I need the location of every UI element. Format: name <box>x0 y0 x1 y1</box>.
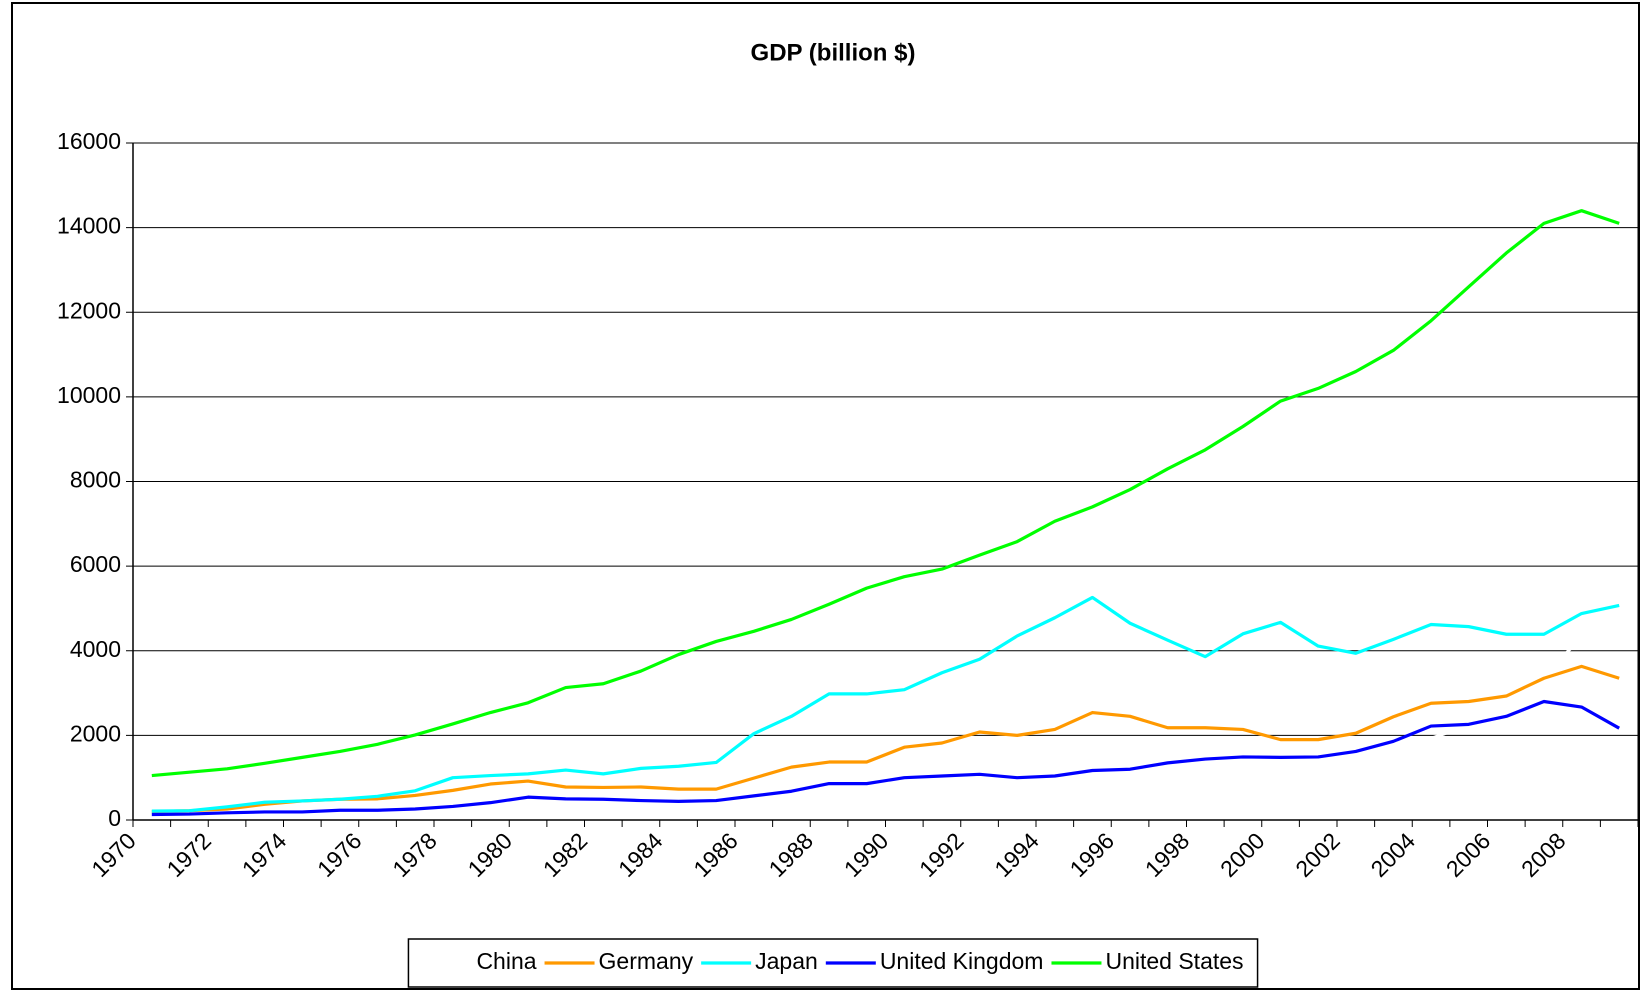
series-line <box>151 595 1620 813</box>
legend-label: Germany <box>599 948 694 974</box>
series-line <box>151 209 1620 778</box>
y-tick-label: 10000 <box>57 382 121 408</box>
legend-label: United Kingdom <box>880 948 1044 974</box>
y-tick-label: 12000 <box>57 297 121 323</box>
series-line <box>151 607 1621 818</box>
series-line <box>151 664 1620 814</box>
legend-label: United States <box>1105 948 1243 974</box>
series-line <box>151 699 1620 817</box>
y-tick-label: 16000 <box>57 128 121 154</box>
y-tick-label: 0 <box>108 805 121 831</box>
y-tick-label: 2000 <box>70 720 121 746</box>
y-tick-label: 14000 <box>57 213 121 239</box>
y-tick-label: 6000 <box>70 551 121 577</box>
legend-label: Japan <box>755 948 818 974</box>
chart-title: GDP (billion $) <box>751 39 916 66</box>
y-tick-label: 8000 <box>70 467 121 493</box>
legend-label: China <box>476 948 536 974</box>
legend: China Germany Japan United Kingdom United St… <box>407 938 1259 988</box>
y-tick-label: 4000 <box>70 636 121 662</box>
